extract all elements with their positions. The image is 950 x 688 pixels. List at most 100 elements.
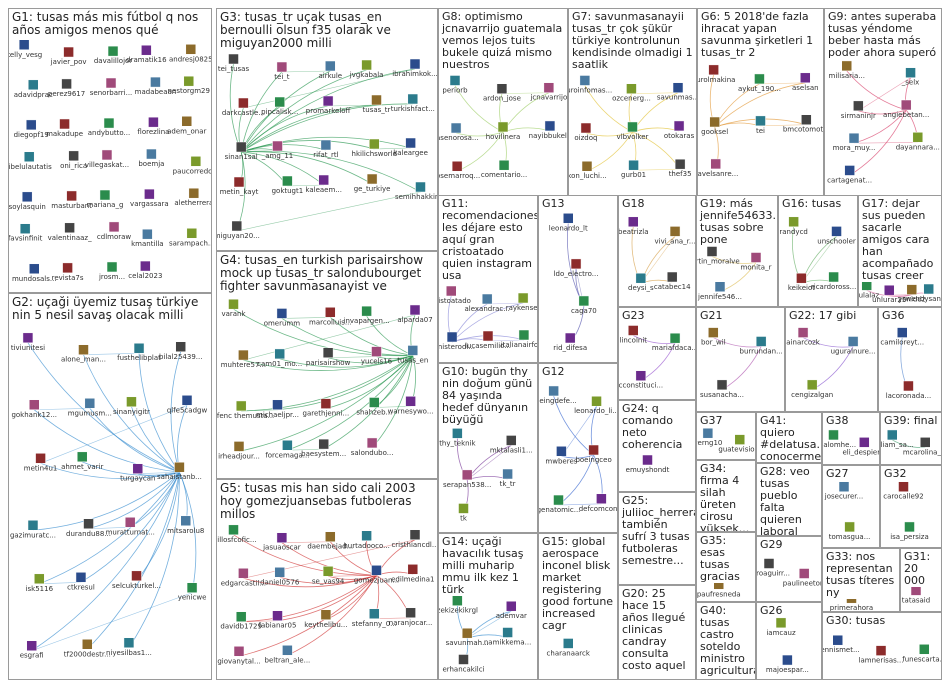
- node-icon: [709, 116, 720, 128]
- node-label: mundosals...: [12, 275, 57, 283]
- node-icon: [75, 572, 87, 583]
- group-label: G23: [622, 309, 645, 322]
- node-label: revista7s: [52, 274, 84, 282]
- group-graph: pulalazunlurar25yeniddzwendysana...: [859, 282, 941, 304]
- node-label: havelsanre...: [698, 170, 738, 178]
- group-label: G14: uçaği havacılık tusaş milli muharip…: [442, 535, 524, 596]
- edge: [455, 131, 504, 137]
- node-icon: [563, 638, 574, 649]
- node-label: irheadjour...: [218, 452, 260, 460]
- node-label: naranjocar...: [389, 619, 433, 627]
- group-label: G26: [760, 604, 783, 617]
- node-icon: [282, 440, 293, 451]
- node-icon: [861, 282, 872, 291]
- node-icon: [563, 213, 574, 224]
- node-icon: [18, 39, 30, 50]
- node-label: villegaskat...: [85, 161, 129, 169]
- node-label: isa_persiza: [890, 533, 929, 541]
- node-label: caroaguirr...: [757, 570, 790, 578]
- group-graph: thy_teknik mktalasli1... serapan538... tk_t…: [439, 428, 533, 522]
- node-label: pipcalisk...: [261, 108, 298, 116]
- node-label: tf2000destr...: [64, 650, 111, 658]
- edge: [846, 70, 907, 111]
- node-label: muhtere57...: [221, 361, 266, 369]
- group-graph: tatasaid: [902, 587, 930, 604]
- node-label: durandu88...: [66, 530, 111, 538]
- node-icon: [672, 82, 684, 93]
- group-label: G41: quiero #delatusa... conocerme mejor…: [760, 414, 822, 463]
- edge: [243, 314, 416, 361]
- node-label: jennife546...: [697, 293, 742, 301]
- group-graph: verng10guatevisio...: [697, 427, 755, 454]
- edge: [233, 308, 413, 357]
- node-icon: [62, 262, 73, 274]
- edge: [240, 103, 413, 153]
- node-label: madabeaan: [135, 88, 177, 96]
- node-icon: [754, 73, 765, 85]
- group-label: G4: tusas_en turkish parisairshow mock u…: [220, 253, 424, 293]
- edge: [88, 471, 180, 530]
- node-icon: [578, 295, 590, 307]
- node-icon: [797, 327, 809, 338]
- node-label: mariafdaca...: [652, 344, 695, 352]
- edge: [137, 471, 180, 475]
- node-icon: [186, 228, 198, 239]
- node-icon: [458, 503, 469, 514]
- node-icon: [361, 530, 372, 541]
- node-label: niyesilbas1...: [106, 649, 152, 657]
- node-label: ge_turkiye: [354, 185, 391, 193]
- node-label: gomezjuan...: [354, 576, 399, 584]
- node-icon: [371, 565, 382, 576]
- node-label: se_vas94: [312, 577, 345, 585]
- node-label: paufresneda: [697, 590, 741, 598]
- node-icon: [140, 260, 151, 272]
- node-label: bmcotomot...: [783, 126, 823, 134]
- node-icon: [124, 517, 136, 528]
- node-icon: [763, 558, 775, 569]
- node-icon: [481, 293, 493, 305]
- node-icon: [144, 188, 155, 200]
- node-label: jvgkabala: [349, 71, 384, 79]
- edge: [240, 69, 367, 153]
- node-label: shahzeb...: [356, 408, 392, 416]
- edge: [849, 109, 907, 176]
- node-icon: [25, 119, 37, 131]
- node-icon: [235, 141, 247, 153]
- group-graph: charanaarck: [547, 638, 591, 657]
- node-label: celal2023: [128, 272, 162, 280]
- node-label: absalomhe...: [823, 441, 856, 449]
- edge: [802, 337, 854, 348]
- group-box: G15: global aerospace inconel blisk mark…: [538, 533, 618, 680]
- node-label: italianairfor...: [501, 341, 537, 349]
- group-box: G14: uçaği havacılık tusaş milli muharip…: [438, 533, 538, 680]
- node-icon: [107, 45, 119, 57]
- node-icon: [405, 607, 416, 619]
- node-label: tei: [756, 127, 765, 135]
- node-icon: [451, 160, 463, 172]
- group-label: G30: tusas: [826, 614, 886, 627]
- node-label: michaeljpr...: [256, 411, 299, 419]
- node-icon: [133, 342, 145, 354]
- node-icon: [635, 370, 647, 381]
- node-icon: [318, 174, 329, 186]
- node-label: metin_kayt: [220, 188, 259, 196]
- edge: [374, 406, 411, 408]
- node-icon: [78, 344, 89, 355]
- edge: [801, 236, 837, 284]
- edge: [633, 168, 681, 171]
- node-label: catabec14: [654, 283, 691, 291]
- node-icon: [883, 284, 895, 296]
- node-icon: [859, 437, 870, 448]
- node-label: perez9617: [48, 90, 85, 98]
- node-icon: [27, 79, 39, 91]
- group-box: G13 leonardo_lt ldo_electro... caga70 rid_di…: [538, 195, 618, 363]
- group-label: G34: firma 4 silah üreten cirosu yüksek.…: [700, 462, 750, 532]
- node-label: davidb1729: [220, 623, 262, 631]
- node-label: alparda07: [397, 316, 432, 324]
- node-label: oni_rica: [60, 162, 87, 170]
- node-label: verng10: [697, 439, 722, 447]
- node-label: defenc themusta...: [217, 412, 274, 420]
- node-label: william_sa...: [881, 441, 914, 449]
- group-graph: camiloreyt... lacoronada...: [880, 327, 931, 400]
- node-label: thy_teknik: [439, 439, 476, 447]
